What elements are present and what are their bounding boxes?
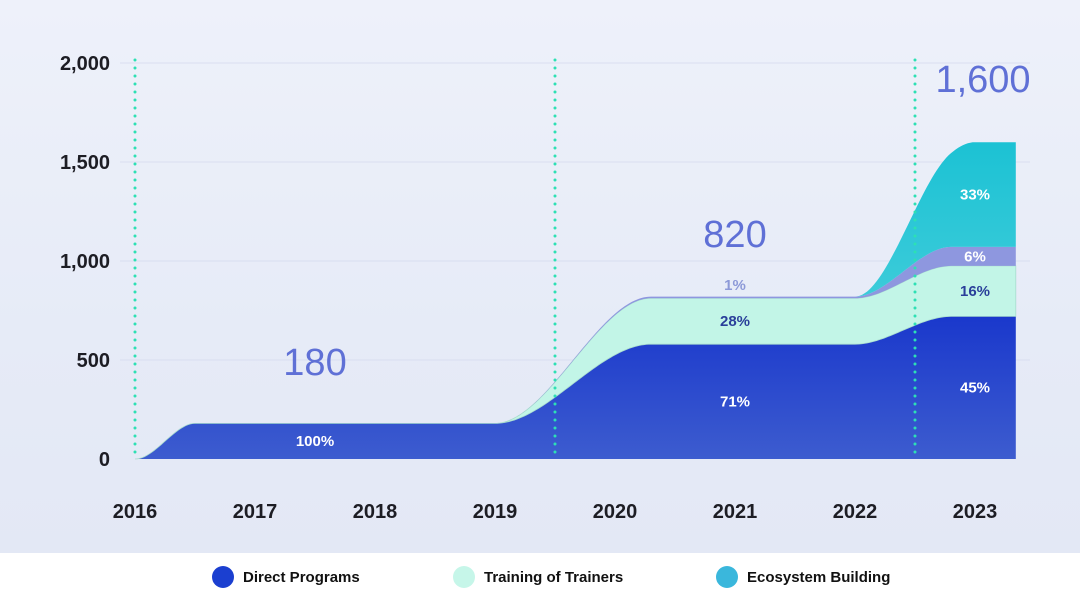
share-label: 1%	[724, 277, 746, 294]
y-tick-label: 0	[99, 449, 110, 471]
legend-swatch-icon	[212, 566, 234, 588]
area-series-2	[135, 246, 1016, 459]
x-tick-label: 2022	[833, 501, 878, 523]
legend-item-training-of-trainers: Training of Trainers	[453, 566, 623, 588]
legend-item-direct-programs: Direct Programs	[212, 566, 360, 588]
area-direct-programs	[135, 316, 1016, 459]
legend-swatch-icon	[716, 566, 738, 588]
total-label: 820	[703, 214, 766, 256]
y-tick-label: 500	[77, 350, 110, 372]
total-label: 180	[283, 342, 346, 384]
x-tick-label: 2020	[593, 501, 638, 523]
x-tick-label: 2017	[233, 501, 278, 523]
legend-label: Ecosystem Building	[747, 568, 891, 586]
x-tick-label: 2018	[353, 501, 398, 523]
legend: Direct Programs Training of Trainers Eco…	[0, 553, 1080, 608]
x-tick-label: 2016	[113, 501, 158, 523]
share-label: 100%	[296, 433, 334, 450]
stacked-area-chart: 180 820 1,600 100% 71% 28% 1% 45% 16% 6% 33% 0 500 1…	[60, 53, 1031, 523]
y-tick-label: 1,500	[60, 152, 110, 174]
share-label: 28%	[720, 313, 750, 330]
area-training-of-trainers	[134, 265, 1017, 460]
y-tick-label: 1,000	[60, 251, 110, 273]
x-tick-label: 2023	[953, 501, 998, 523]
x-tick-label: 2019	[473, 501, 518, 523]
legend-item-ecosystem-building: Ecosystem Building	[716, 566, 890, 588]
share-label: 6%	[964, 248, 986, 265]
y-tick-label: 2,000	[60, 53, 110, 75]
share-label: 45%	[960, 380, 990, 397]
share-label: 16%	[960, 283, 990, 300]
total-label: 1,600	[935, 59, 1030, 101]
legend-label: Training of Trainers	[484, 568, 624, 586]
legend-swatch-icon	[453, 566, 475, 588]
legend-label: Direct Programs	[243, 568, 360, 586]
share-label: 71%	[720, 394, 750, 411]
share-label: 33%	[960, 187, 990, 204]
x-tick-label: 2021	[713, 501, 758, 523]
